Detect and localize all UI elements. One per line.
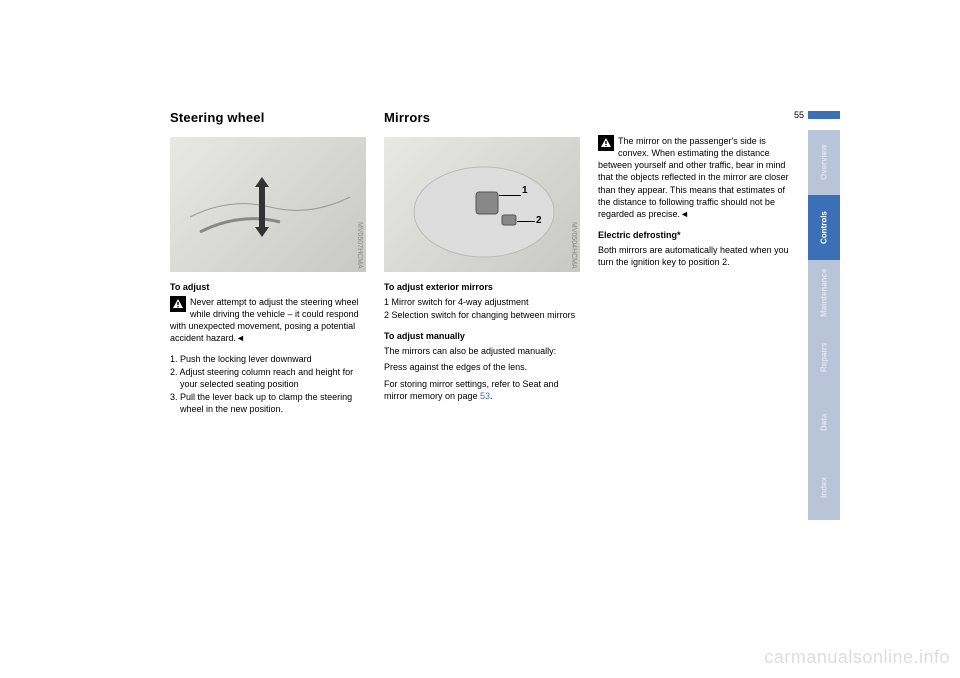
warning-text: The mirror on the passenger's side is co… — [598, 136, 789, 219]
page-content: Steering wheel MV0507HCMA To adjust Neve… — [170, 110, 790, 416]
text: For storing mirror settings, refer to Se… — [384, 379, 559, 401]
heading-defrost: Electric defrosting* — [598, 230, 794, 240]
tab-overview[interactable]: Overview — [808, 130, 840, 195]
step-item: 3. Pull the lever back up to clamp the s… — [170, 391, 366, 415]
warning-steering: Never attempt to adjust the steering whe… — [170, 296, 366, 345]
callout-line — [517, 221, 535, 222]
warning-text: Never attempt to adjust the steering whe… — [170, 297, 359, 343]
step-item: 2. Adjust steering column reach and heig… — [170, 366, 366, 390]
para: The mirrors can also be adjusted manuall… — [384, 345, 580, 357]
page-ref-link[interactable]: 53 — [480, 391, 490, 401]
callout-1: 1 — [522, 185, 528, 196]
heading-adjust-exterior: To adjust exterior mirrors — [384, 282, 580, 292]
heading-adjust-manually: To adjust manually — [384, 331, 580, 341]
page-number: 55 — [794, 110, 804, 120]
tab-repairs[interactable]: Repairs — [808, 325, 840, 390]
warning-icon — [170, 296, 186, 312]
end-mark: ◄ — [680, 209, 689, 219]
tab-data[interactable]: Data — [808, 390, 840, 455]
list-item: 1 Mirror switch for 4-way adjustment — [384, 296, 580, 308]
para: Press against the edges of the lens. — [384, 361, 580, 373]
para: Both mirrors are automatically heated wh… — [598, 244, 794, 268]
text: . — [490, 391, 493, 401]
figure-label: MV0507HCMA — [356, 222, 363, 269]
tab-controls[interactable]: Controls — [808, 195, 840, 260]
column-mirror-notes: The mirror on the passenger's side is co… — [598, 110, 794, 416]
heading-mirrors: Mirrors — [384, 110, 580, 125]
watermark: carmanualsonline.info — [764, 647, 950, 668]
warning-mirror: The mirror on the passenger's side is co… — [598, 135, 794, 220]
tab-index[interactable]: Index — [808, 455, 840, 520]
page-accent-bar — [808, 111, 840, 119]
heading-steering: Steering wheel — [170, 110, 366, 125]
column-mirrors: Mirrors 1 2 MV0504HCMA To adjust exterio… — [384, 110, 580, 416]
tab-maintenance[interactable]: Maintenance — [808, 260, 840, 325]
end-mark: ◄ — [236, 333, 245, 343]
warning-icon — [598, 135, 614, 151]
figure-steering: MV0507HCMA — [170, 137, 366, 272]
figure-label: MV0504HCMA — [570, 222, 577, 269]
callout-line — [499, 195, 521, 196]
callout-2: 2 — [536, 215, 542, 226]
steps-list: 1. Push the locking lever downward 2. Ad… — [170, 353, 366, 416]
figure-mirrors: 1 2 MV0504HCMA — [384, 137, 580, 272]
mirror-list: 1 Mirror switch for 4-way adjustment 2 S… — [384, 296, 580, 321]
heading-to-adjust: To adjust — [170, 282, 366, 292]
step-item: 1. Push the locking lever downward — [170, 353, 366, 365]
section-tabs: Overview Controls Maintenance Repairs Da… — [808, 130, 840, 520]
column-steering: Steering wheel MV0507HCMA To adjust Neve… — [170, 110, 366, 416]
list-item: 2 Selection switch for changing between … — [384, 309, 580, 321]
para: For storing mirror settings, refer to Se… — [384, 378, 580, 402]
